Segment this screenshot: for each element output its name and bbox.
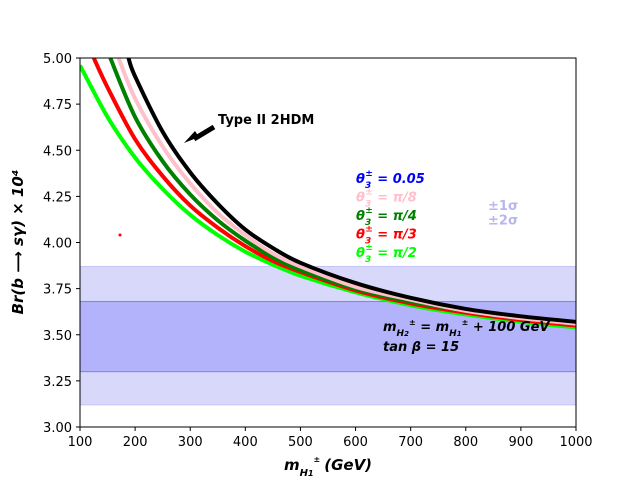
x-tick-label: 700	[398, 435, 423, 450]
mass-relation-label: mH2± = mH1± + 100 GeV	[383, 318, 550, 339]
y-axis-ticks: 3.00 3.25 3.50 3.75 4.00 4.25 4.50 4.75 5.00	[43, 52, 80, 436]
y-tick-label: 3.00	[43, 421, 72, 436]
x-tick-label: 300	[178, 435, 203, 450]
arrow-head	[184, 131, 199, 143]
band-label: ±2σ	[488, 214, 518, 229]
y-tick-label: 4.75	[43, 98, 72, 113]
x-tick-label: 1000	[559, 435, 592, 450]
legend-entry: θ3± = 0.05	[356, 169, 425, 191]
sigma-bands	[79, 265, 577, 406]
tan-beta-label: tan β = 15	[383, 340, 459, 355]
legend-entry: θ3± = π/3	[356, 225, 417, 247]
y-tick-label: 3.25	[43, 375, 72, 390]
y-tick-label: 3.75	[43, 283, 72, 298]
series-line-4	[126, 58, 576, 324]
y-tick-label: 4.25	[43, 190, 72, 205]
arrow-label: Type II 2HDM	[218, 113, 314, 128]
x-tick-label: 400	[233, 435, 258, 450]
y-axis-title: Br(b ⟶ sγ) × 10⁴	[9, 170, 27, 315]
band-label: ±1σ	[488, 199, 518, 214]
x-tick-label: 900	[508, 435, 533, 450]
y-tick-label: 4.50	[43, 144, 72, 159]
x-tick-label: 600	[343, 435, 368, 450]
x-axis-title: mH1± (GeV)	[284, 455, 372, 479]
legend-entry: θ3± = π/2	[356, 243, 417, 265]
x-axis-ticks: 100 200 300 400 500 600 700 800 900 1000	[68, 427, 593, 450]
band-labels: ±1σ±2σ	[488, 199, 518, 229]
stray-point	[118, 233, 122, 237]
data-curves	[80, 58, 576, 330]
x-tick-label: 100	[68, 435, 93, 450]
x-tick-label: 800	[453, 435, 478, 450]
legend-entry: θ3± = π/8	[356, 188, 417, 210]
legend-entry: θ3± = π/4	[356, 206, 417, 228]
y-tick-label: 3.50	[43, 329, 72, 344]
arrow-shaft	[192, 124, 216, 142]
x-tick-label: 500	[288, 435, 313, 450]
y-tick-label: 5.00	[43, 52, 72, 67]
y-tick-label: 4.00	[43, 237, 72, 252]
x-tick-label: 200	[123, 435, 148, 450]
